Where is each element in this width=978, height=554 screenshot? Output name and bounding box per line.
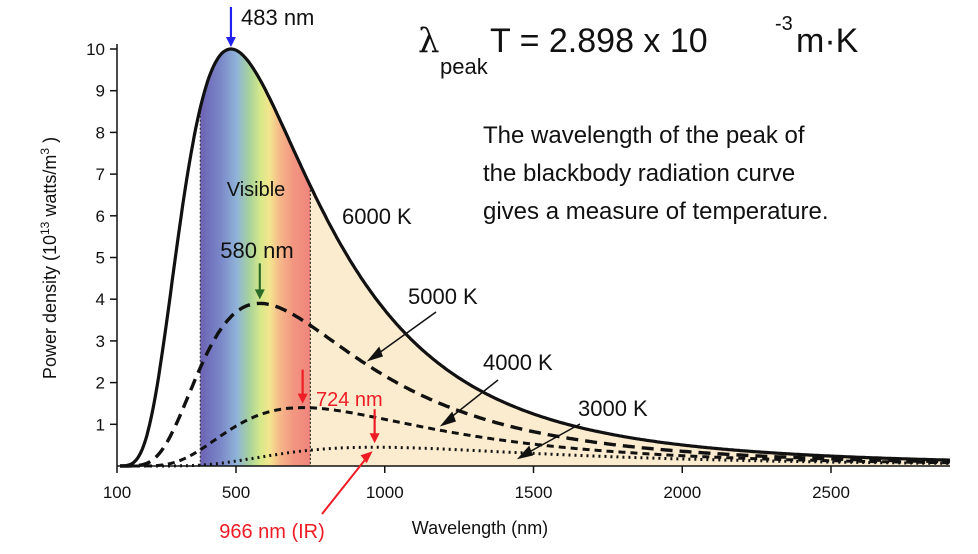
visible-label: Visible bbox=[227, 179, 286, 201]
formula-exponent: -3 bbox=[775, 13, 793, 35]
curves bbox=[119, 47, 951, 468]
formula-subscript: peak bbox=[440, 54, 489, 79]
peak-4000-arrow-head bbox=[297, 393, 308, 404]
label-pointers bbox=[366, 311, 581, 460]
curve-4000k bbox=[120, 406, 950, 468]
y-axis-label-exp: 13 bbox=[38, 221, 52, 235]
x-tick-label: 1000 bbox=[366, 483, 404, 502]
peak-5000-arrow-head bbox=[254, 289, 265, 300]
y-axis-label-close: ) bbox=[40, 137, 60, 148]
x-tick-label: 2500 bbox=[812, 483, 850, 502]
series-label-3000: 3000 K bbox=[578, 396, 648, 421]
ir-pointer-head bbox=[360, 451, 373, 464]
note-line-2: the blackbody radiation curve bbox=[483, 160, 795, 187]
y-axis-label: Power density (1013 watts/m3 ) bbox=[38, 137, 60, 379]
peak-3000-arrow-head bbox=[369, 433, 380, 444]
pointer-3000-head bbox=[516, 445, 534, 460]
y-tick-label: 10 bbox=[86, 40, 105, 59]
y-tick-label: 9 bbox=[96, 82, 105, 101]
y-tick-label: 3 bbox=[96, 332, 105, 351]
series-label-5000: 5000 K bbox=[408, 284, 478, 309]
series-label-4000: 4000 K bbox=[483, 350, 553, 375]
peak-5000-label: 580 nm bbox=[220, 238, 293, 263]
y-tick-label: 4 bbox=[96, 290, 105, 309]
pointer-3000 bbox=[521, 423, 581, 457]
y-tick-label: 2 bbox=[96, 374, 105, 393]
y-tick-label: 6 bbox=[96, 207, 105, 226]
x-tick-label: 1500 bbox=[515, 483, 553, 502]
y-tick-label: 7 bbox=[96, 165, 105, 184]
y-tick-label: 8 bbox=[96, 123, 105, 142]
curve-3000k bbox=[120, 445, 950, 468]
peak-6000-arrow-head bbox=[225, 37, 236, 47]
note-line-3: gives a measure of temperature. bbox=[483, 198, 829, 225]
pointer-4000 bbox=[444, 379, 499, 423]
x-tick-label: 100 bbox=[103, 483, 131, 502]
peak-3000-label: 966 nm (IR) bbox=[219, 521, 325, 543]
peak-6000-label: 483 nm bbox=[241, 5, 314, 30]
pointer-5000 bbox=[371, 311, 437, 359]
under-curve-fills bbox=[199, 49, 950, 466]
pointer-4000-head bbox=[439, 411, 456, 427]
formula-lambda: λ bbox=[418, 21, 440, 61]
series-label-6000: 6000 K bbox=[342, 204, 412, 229]
y-axis-label-unit-exp: 3 bbox=[38, 148, 52, 155]
peak-4000-label: 724 nm bbox=[316, 389, 383, 411]
y-tick-label: 5 bbox=[96, 249, 105, 268]
y-axis-label-unit: watts/m bbox=[40, 155, 60, 222]
peak-markers bbox=[225, 7, 380, 515]
ir-pointer bbox=[321, 454, 370, 515]
curve-6000k bbox=[119, 47, 950, 468]
x-tick-label: 2000 bbox=[663, 483, 701, 502]
x-axis-label: Wavelength (nm) bbox=[412, 518, 548, 538]
note-line-1: The wavelength of the peak of bbox=[483, 122, 805, 149]
formula-main: T = 2.898 x 10 bbox=[490, 22, 708, 60]
curve-5000k bbox=[120, 301, 951, 468]
pointer-5000-head bbox=[366, 346, 383, 362]
formula-unit: m·K bbox=[796, 22, 859, 60]
axes: 1 2 3 4 5 6 7 8 9 10 100 500 1000 1500 2000 2500 bbox=[86, 40, 950, 502]
y-tick-label: 1 bbox=[96, 415, 105, 434]
wien-formula: λ peak T = 2.898 x 10 -3 m·K bbox=[418, 13, 859, 79]
x-tick-label: 500 bbox=[222, 483, 250, 502]
y-axis-label-main: Power density (10 bbox=[40, 235, 60, 379]
